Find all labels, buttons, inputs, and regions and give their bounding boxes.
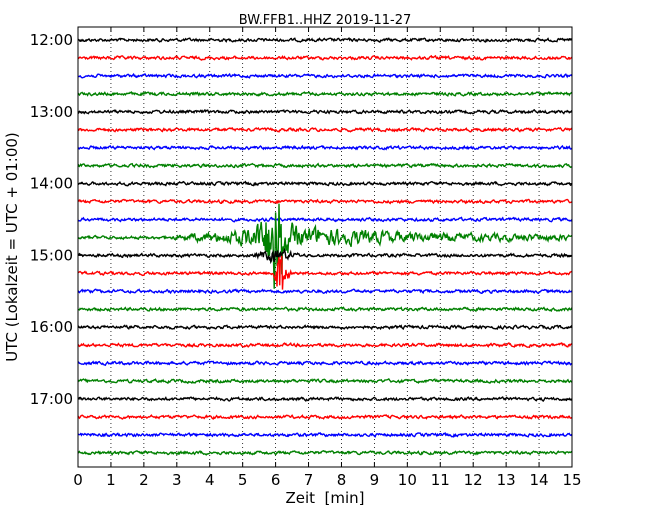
x-tick-label-4: 4 — [205, 471, 215, 489]
trace-line-3 — [77, 90, 573, 97]
trace-line-1 — [77, 54, 573, 61]
x-tick-label-13: 13 — [497, 471, 516, 489]
y-tick-label-3: 15:00 — [30, 246, 73, 264]
x-tick-label-5: 5 — [238, 471, 248, 489]
x-tick-label-1: 1 — [106, 471, 116, 489]
y-tick-label-0: 12:00 — [30, 31, 73, 49]
x-tick-label-12: 12 — [464, 471, 483, 489]
trace-line-4 — [77, 108, 573, 115]
trace-line-21 — [77, 414, 573, 420]
chart-title: BW.FFB1..HHZ 2019-11-27 — [239, 13, 412, 28]
trace-line-6 — [77, 144, 573, 151]
grid-lines — [110, 27, 540, 467]
trace-group — [77, 37, 573, 456]
trace-line-8 — [77, 180, 573, 187]
trace-line-10 — [77, 216, 573, 223]
trace-line-11 — [77, 203, 573, 289]
y-axis-label: UTC (Lokalzeit = UTC + 01:00) — [3, 132, 21, 362]
y-tick-label-5: 17:00 — [30, 390, 73, 408]
trace-line-20 — [77, 396, 573, 403]
x-tick-label-10: 10 — [398, 471, 417, 489]
x-axis-label: Zeit [min] — [285, 489, 364, 507]
x-tick-label-8: 8 — [337, 471, 347, 489]
x-tick-label-3: 3 — [172, 471, 182, 489]
trace-line-5 — [77, 126, 573, 133]
trace-line-0 — [77, 37, 573, 44]
trace-line-18 — [77, 360, 573, 367]
plot-frame — [78, 27, 572, 467]
x-tick-label-0: 0 — [73, 471, 83, 489]
y-tick-label-2: 14:00 — [30, 175, 73, 193]
trace-line-9 — [77, 198, 573, 205]
x-tick-label-7: 7 — [304, 471, 314, 489]
trace-line-14 — [77, 288, 573, 295]
trace-line-22 — [77, 431, 573, 438]
plot-border — [77, 26, 573, 468]
x-tick-label-11: 11 — [431, 471, 450, 489]
trace-line-19 — [77, 377, 573, 385]
trace-line-13 — [77, 255, 573, 290]
trace-line-23 — [77, 449, 573, 456]
y-tick-label-1: 13:00 — [30, 103, 73, 121]
trace-line-17 — [77, 342, 573, 349]
x-tick-label-6: 6 — [271, 471, 281, 489]
y-tick-label-4: 16:00 — [30, 318, 73, 336]
y-axis: 12:00 13:00 14:00 15:00 16:00 17:00 — [30, 31, 572, 408]
trace-line-2 — [77, 72, 573, 79]
x-tick-label-14: 14 — [530, 471, 549, 489]
x-tick-label-15: 15 — [562, 471, 581, 489]
trace-line-15 — [77, 306, 573, 313]
trace-line-16 — [77, 324, 573, 331]
trace-line-7 — [77, 162, 573, 169]
x-axis: 0 1 2 3 4 5 6 7 8 9 10 11 12 13 14 15 — [73, 27, 582, 489]
trace-line-12 — [77, 247, 573, 265]
x-tick-label-9: 9 — [370, 471, 380, 489]
x-tick-label-2: 2 — [139, 471, 149, 489]
